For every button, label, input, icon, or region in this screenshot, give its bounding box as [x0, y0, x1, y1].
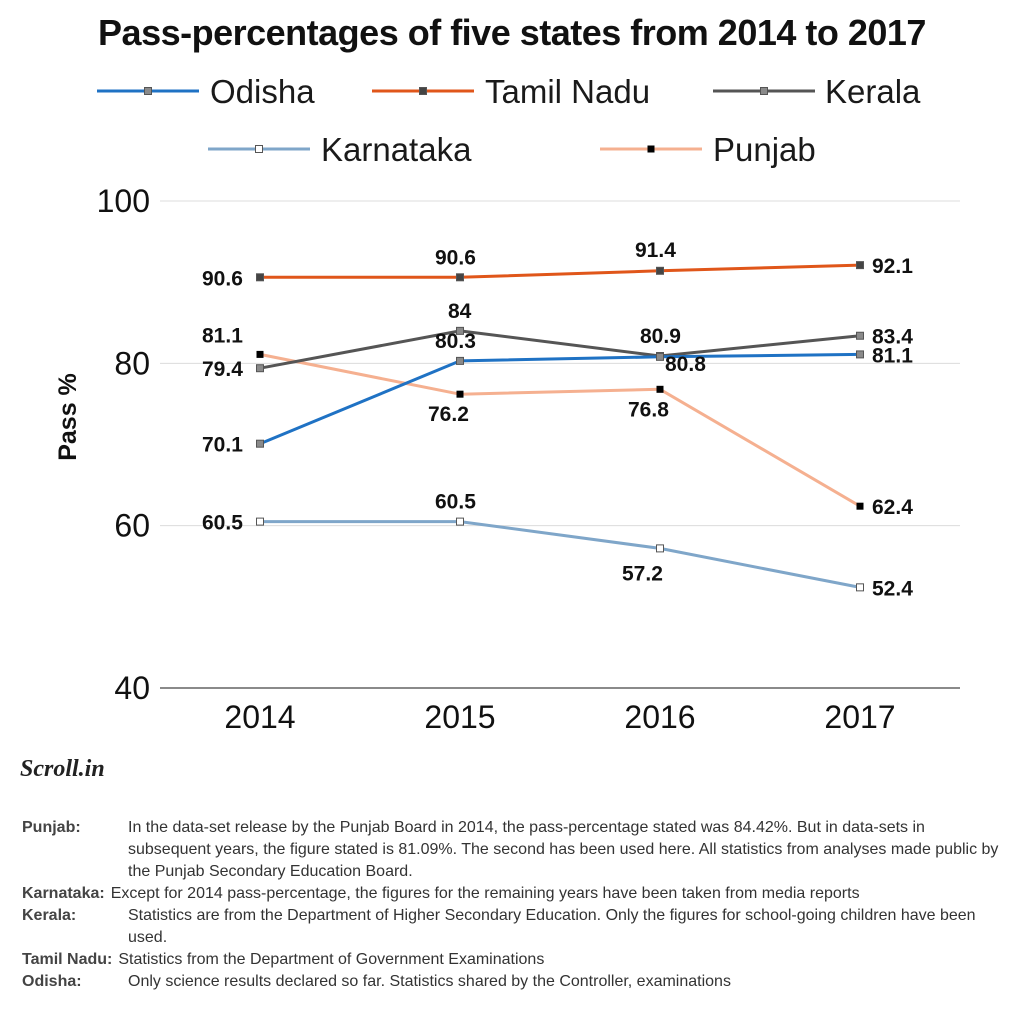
y-axis-ticks: 40 60 80 100 [97, 183, 150, 706]
data-point [456, 390, 464, 398]
data-point [256, 273, 264, 282]
series-punjab [256, 350, 864, 510]
footnote-text: Only science results declared so far. St… [128, 973, 731, 990]
x-tick-label: 2015 [424, 699, 495, 735]
footnote-row: Kerala: Statistics are from the Departmen… [22, 905, 1012, 949]
data-label: 80.8 [665, 353, 706, 376]
series-line [260, 520, 861, 589]
data-labels: 70.1 80.3 80.8 81.1 90.6 90.6 91.4 92.1 79.4 84 80… [202, 239, 913, 601]
data-point [856, 583, 864, 592]
footnote-state: Tamil Nadu: [22, 951, 113, 968]
series-tamil-nadu [256, 261, 864, 282]
legend-item-kerala: Kerala [713, 73, 921, 110]
data-label: 90.6 [435, 246, 476, 269]
data-label: 81.1 [202, 324, 243, 347]
data-point [856, 350, 864, 359]
y-axis-title: Pass % [54, 373, 82, 461]
data-point [256, 350, 264, 358]
footnote-row: Tamil Nadu: Statistics from the Departmen… [22, 949, 1012, 971]
footnote-text: In the data-set release by the Punjab Bo… [128, 819, 999, 880]
data-label: 83.4 [872, 326, 913, 349]
series-line [259, 352, 861, 446]
legend-item-punjab: Punjab [600, 131, 816, 168]
footnote-state: Odisha: [22, 973, 82, 990]
footnote-row: Punjab: In the data-set release by the Pu… [22, 817, 1012, 883]
legend-item-karnataka: Karnataka [208, 131, 472, 168]
legend-label: Punjab [713, 131, 816, 168]
data-label: 84 [448, 300, 472, 323]
series-kerala [256, 326, 864, 373]
legend-marker [144, 87, 152, 95]
data-point [456, 517, 464, 526]
chart-title: Pass-percentages of five states from 201… [98, 12, 926, 53]
series-line [259, 329, 861, 370]
footnote-row: Odisha: Only science results declared so … [22, 971, 1012, 993]
y-tick-label: 100 [97, 183, 150, 219]
data-label: 60.5 [202, 512, 243, 535]
data-label: 80.3 [435, 330, 476, 353]
legend-marker [255, 145, 263, 153]
footnotes: Punjab: In the data-set release by the Pu… [22, 817, 1012, 993]
data-point [256, 364, 264, 373]
series-odisha [256, 350, 864, 448]
footnote-state: Karnataka: [22, 885, 105, 902]
series-line [260, 263, 861, 279]
legend-label: Tamil Nadu [485, 73, 650, 110]
data-label: 90.6 [202, 267, 243, 290]
data-label: 62.4 [872, 496, 913, 519]
data-label: 60.5 [435, 491, 476, 514]
legend-item-odisha: Odisha [97, 73, 315, 110]
data-label: 80.9 [640, 325, 681, 348]
data-point [856, 261, 864, 270]
series-lines [256, 261, 864, 592]
footnote-text: Except for 2014 pass-percentage, the fig… [110, 885, 860, 902]
data-label: 81.1 [872, 344, 913, 367]
line-chart: Odisha Tamil Nadu Kerala Karnataka Punjab 40… [54, 73, 960, 735]
data-point [656, 544, 664, 553]
data-label: 52.4 [872, 577, 913, 600]
data-point [456, 273, 464, 282]
series-karnataka [256, 517, 864, 592]
footnote-text: Statistics from the Department of Govern… [118, 951, 545, 968]
x-tick-label: 2017 [824, 699, 895, 735]
y-tick-label: 80 [114, 345, 150, 381]
data-label: 70.1 [202, 434, 243, 457]
data-label: 79.4 [202, 358, 243, 381]
data-label: 91.4 [635, 239, 676, 262]
legend-label: Odisha [210, 73, 315, 110]
data-point [856, 502, 864, 510]
footnote-state: Kerala: [22, 907, 77, 924]
footnote-row: Karnataka: Except for 2014 pass-percentag… [22, 883, 1012, 905]
scroll-logo: Scroll.in [20, 756, 105, 782]
legend-label: Kerala [825, 73, 921, 110]
data-point [456, 326, 464, 335]
legend-item-tamil-nadu: Tamil Nadu [372, 73, 650, 110]
y-tick-label: 40 [114, 670, 150, 706]
data-label: 76.2 [428, 403, 469, 426]
data-point [656, 352, 664, 361]
data-point [656, 266, 664, 275]
legend-marker [647, 145, 655, 153]
x-tick-label: 2016 [624, 699, 695, 735]
data-label: 57.2 [622, 562, 663, 585]
data-point [456, 356, 464, 365]
footnote-state: Punjab: [22, 819, 81, 836]
x-tick-label: 2014 [224, 699, 295, 735]
x-axis-ticks: 2014 2015 2016 2017 [224, 699, 895, 735]
footnote-text: Statistics are from the Department of Hi… [128, 907, 976, 946]
data-point [256, 439, 264, 448]
legend-marker [760, 87, 768, 95]
data-point [656, 385, 664, 393]
data-point [256, 517, 264, 526]
series-line [259, 352, 861, 508]
data-label: 76.8 [628, 398, 669, 421]
legend-label: Karnataka [321, 131, 472, 168]
legend: Odisha Tamil Nadu Kerala Karnataka Punjab [97, 73, 921, 168]
y-tick-label: 60 [114, 508, 150, 544]
data-point [856, 331, 864, 340]
legend-marker [419, 87, 427, 95]
data-label: 92.1 [872, 255, 913, 278]
